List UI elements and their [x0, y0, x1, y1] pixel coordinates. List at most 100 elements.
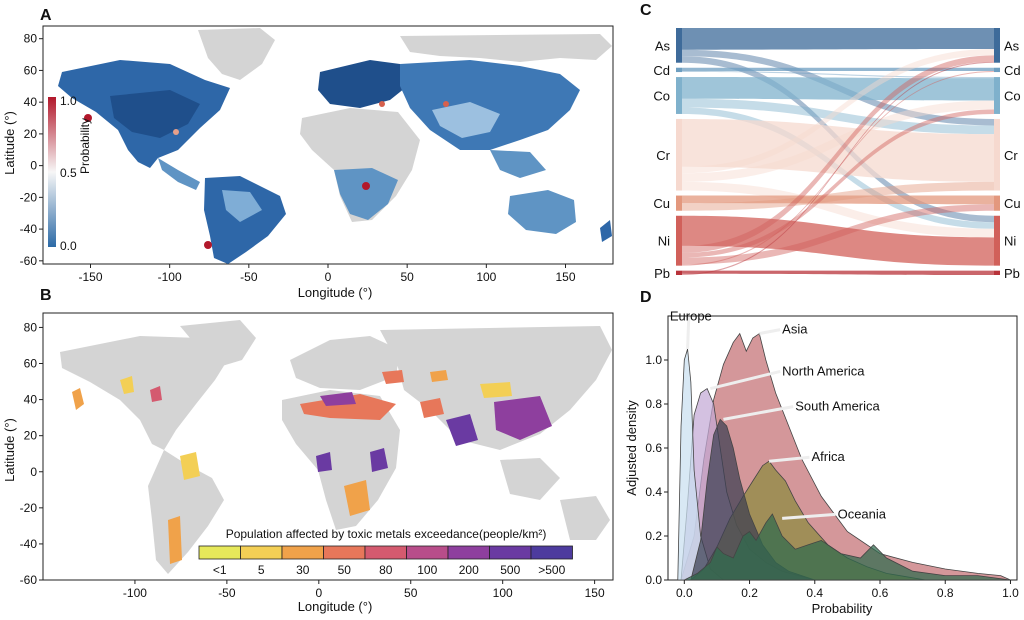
sankey-right-label: Cr — [1004, 148, 1018, 163]
sankey-node-left — [676, 195, 682, 211]
sankey-flow — [682, 118, 994, 182]
sankey-flow — [682, 28, 994, 50]
sankey-left-label: Ni — [658, 234, 670, 249]
legend-swatch — [364, 545, 407, 560]
panel-c: C As As Cd Cd Co Co Cr Cr Cu Cu Ni Ni Pb Pb — [640, 2, 1021, 281]
legend-label: >500 — [538, 563, 565, 577]
panel-b-ylabel: Latitude (°) — [2, 418, 17, 482]
panel-a-x-axis: -150 -100 -50 0 50 100 150 — [78, 264, 576, 284]
panel-b-xtick-label: -50 — [218, 586, 236, 600]
sankey-flow — [682, 98, 994, 135]
panel-d-axes: 0.0 0.2 0.4 0.6 0.8 1.0 0.0 0.2 0.4 0.6 0.8 1.0 — [645, 353, 1019, 600]
sankey-flow — [682, 70, 994, 266]
panel-b-xtick-label: -100 — [123, 586, 147, 600]
panel-d-ytick-label: 0.8 — [645, 397, 662, 411]
panel-a-xtick-label: -150 — [78, 270, 102, 284]
panel-a-ytick-label: 80 — [24, 32, 38, 46]
annotation-arrow — [782, 512, 836, 520]
panel-d-xtick-label: 0.0 — [676, 586, 693, 600]
panel-b-xlabel: Longitude (°) — [298, 599, 373, 614]
panel-a-ytick-label: -60 — [20, 254, 38, 268]
density-oceania — [684, 513, 1011, 580]
sankey-node-left — [676, 270, 682, 275]
panel-a: A — [2, 7, 614, 300]
annotation-arrow — [759, 328, 781, 336]
panel-b-xtick-label: 50 — [404, 586, 418, 600]
panel-d-xtick-label: 0.6 — [872, 586, 889, 600]
annotation-africa: Africa — [812, 449, 846, 464]
sankey-node-right — [994, 270, 1000, 275]
panel-a-ytick-label: 60 — [24, 63, 38, 77]
sankey-flow — [682, 55, 994, 253]
sankey-flow — [682, 61, 994, 275]
panel-b-ytick-label: -20 — [20, 501, 38, 515]
annotation-oceania: Oceania — [838, 506, 887, 521]
world-map-b — [60, 320, 612, 574]
panel-b-xtick-label: 100 — [493, 586, 513, 600]
legend-label: 100 — [417, 563, 437, 577]
annotation-south-america: South America — [795, 399, 880, 414]
density-areas — [677, 332, 1011, 580]
sankey-node-left — [676, 28, 682, 63]
sankey-left-label: Pb — [654, 266, 670, 281]
legend-label: 500 — [500, 563, 520, 577]
sankey-flow — [682, 270, 994, 275]
sankey-right-label: As — [1004, 38, 1020, 53]
sankey-flow — [682, 49, 994, 174]
sankey-left-label: Cr — [656, 148, 670, 163]
sankey-left-label: Cd — [653, 63, 670, 78]
legend-label: 200 — [459, 563, 479, 577]
panel-a-xtick-label: 100 — [476, 270, 496, 284]
panel-d-ytick-label: 0.0 — [645, 573, 662, 587]
legend-swatch — [240, 545, 283, 560]
world-map-a — [58, 28, 612, 264]
sankey-node-right — [994, 118, 1000, 191]
annotation-arrow — [723, 405, 794, 421]
panel-a-ylabel: Latitude (°) — [2, 111, 17, 175]
panel-b-letter: B — [40, 287, 52, 304]
colorbar-min-label: 0.0 — [60, 239, 77, 253]
sankey-node-right — [994, 77, 1000, 114]
legend-label: 80 — [379, 563, 393, 577]
panel-d-letter: D — [640, 289, 652, 306]
colorbar-mid-label: 0.5 — [60, 166, 77, 180]
panel-d-annotations: Europe Asia North America South America Afri… — [670, 308, 887, 521]
panel-a-ytick-label: 40 — [24, 95, 38, 109]
sankey-node-right — [994, 67, 1000, 73]
panel-b-ytick-label: -40 — [20, 537, 38, 551]
legend-swatch — [530, 545, 573, 560]
panel-d-ytick-label: 0.2 — [645, 529, 662, 543]
sankey-node-left — [676, 67, 682, 73]
legend-label: <1 — [213, 563, 227, 577]
panel-d-xlabel: Probability — [812, 601, 873, 616]
colorbar-title: Probability — [78, 118, 92, 174]
sankey-flow — [682, 181, 994, 238]
panel-a-letter: A — [40, 7, 52, 24]
sankey-right-label: Cu — [1004, 196, 1021, 211]
panel-b-ytick-label: 0 — [30, 465, 37, 479]
population-legend-title: Population affected by toxic metals exce… — [226, 527, 547, 541]
panel-a-xlabel: Longitude (°) — [298, 285, 373, 300]
legend-swatch — [447, 545, 490, 560]
panel-b-ytick-label: -60 — [20, 573, 38, 587]
legend-swatch — [489, 545, 532, 560]
panel-a-y-axis: 80 60 40 20 0 -20 -40 -60 — [20, 32, 43, 268]
panel-a-ytick-label: -40 — [20, 222, 38, 236]
panel-b-y-axis: 80 60 40 20 0 -20 -40 -60 — [20, 320, 43, 587]
panel-d-xtick-label: 1.0 — [1002, 586, 1019, 600]
legend-swatch — [198, 545, 241, 560]
panel-a-ytick-label: 0 — [30, 159, 37, 173]
sankey-flow — [682, 215, 994, 266]
sankey-right-label: Ni — [1004, 234, 1016, 249]
annotation-arrow — [710, 369, 781, 391]
panel-a-xtick-label: 0 — [325, 270, 332, 284]
annotation-asia: Asia — [782, 322, 808, 337]
legend-swatch — [406, 545, 449, 560]
sankey-flow — [682, 70, 994, 79]
sankey-node-left — [676, 77, 682, 114]
panel-b-ytick-label: 60 — [24, 357, 38, 371]
panel-b-xtick-label: 150 — [585, 586, 605, 600]
panel-a-xtick-label: 150 — [555, 270, 575, 284]
colorbar-max-label: 1.0 — [60, 94, 77, 108]
